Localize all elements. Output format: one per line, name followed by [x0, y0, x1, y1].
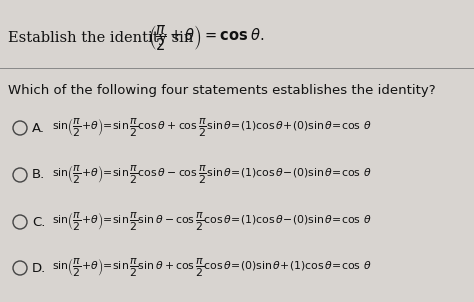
Text: D.: D.: [32, 262, 46, 275]
Text: $\sin\!\left(\dfrac{\pi}{2}\!+\!\theta\right)\!=\!\sin\dfrac{\pi}{2}\sin\theta-\: $\sin\!\left(\dfrac{\pi}{2}\!+\!\theta\r…: [52, 211, 372, 233]
Text: $\left(\dfrac{\pi}{2}+\theta\right) = \mathbf{cos}\;\theta.$: $\left(\dfrac{\pi}{2}+\theta\right) = \m…: [148, 23, 265, 53]
Text: $\sin\!\left(\dfrac{\pi}{2}\!+\!\theta\right)\!=\!\sin\dfrac{\pi}{2}\cos\theta-\: $\sin\!\left(\dfrac{\pi}{2}\!+\!\theta\r…: [52, 164, 372, 186]
Text: B.: B.: [32, 169, 45, 182]
Text: $\sin\!\left(\dfrac{\pi}{2}\!+\!\theta\right)\!=\!\sin\dfrac{\pi}{2}\cos\theta+\: $\sin\!\left(\dfrac{\pi}{2}\!+\!\theta\r…: [52, 117, 372, 139]
Text: $\sin\!\left(\dfrac{\pi}{2}\!+\!\theta\right)\!=\!\sin\dfrac{\pi}{2}\sin\theta+\: $\sin\!\left(\dfrac{\pi}{2}\!+\!\theta\r…: [52, 257, 372, 279]
Text: A.: A.: [32, 121, 45, 134]
Text: Which of the following four statements establishes the identity?: Which of the following four statements e…: [8, 84, 436, 97]
Text: C.: C.: [32, 216, 46, 229]
Text: Establish the identity sin: Establish the identity sin: [8, 31, 198, 45]
